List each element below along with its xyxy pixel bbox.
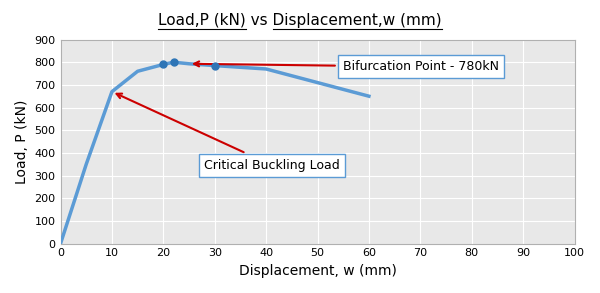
X-axis label: Displacement, w (mm): Displacement, w (mm) bbox=[239, 264, 397, 278]
Text: Critical Buckling Load: Critical Buckling Load bbox=[116, 93, 340, 172]
Text: Load,P (kN) vs Displacement,w (mm): Load,P (kN) vs Displacement,w (mm) bbox=[158, 13, 442, 28]
Text: Bifurcation Point - 780kN: Bifurcation Point - 780kN bbox=[194, 60, 499, 73]
Y-axis label: Load, P (kN): Load, P (kN) bbox=[15, 99, 29, 184]
